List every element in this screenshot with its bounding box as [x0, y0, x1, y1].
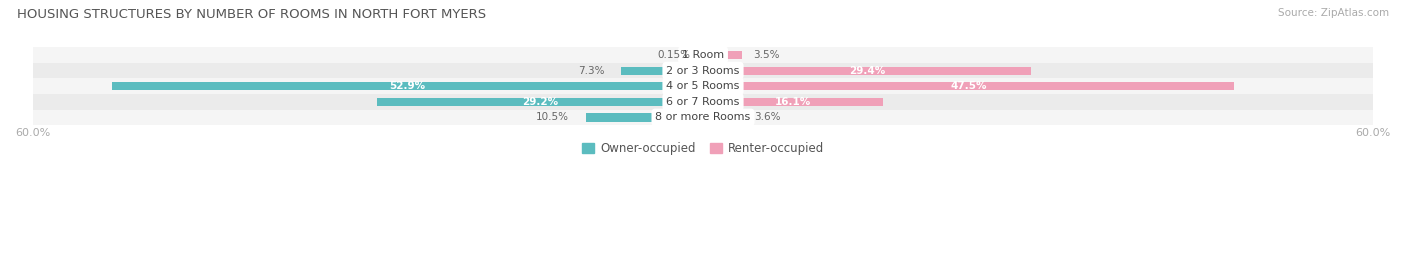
- Text: 8 or more Rooms: 8 or more Rooms: [655, 112, 751, 122]
- Text: 4 or 5 Rooms: 4 or 5 Rooms: [666, 81, 740, 91]
- Bar: [32, 94, 1374, 110]
- Bar: [621, 67, 703, 75]
- Bar: [703, 114, 744, 122]
- Bar: [32, 110, 1374, 125]
- Bar: [702, 51, 703, 59]
- Text: 16.1%: 16.1%: [775, 97, 811, 107]
- Text: 3.5%: 3.5%: [754, 50, 780, 60]
- Bar: [32, 79, 1374, 94]
- Bar: [703, 82, 1233, 90]
- Text: 29.2%: 29.2%: [522, 97, 558, 107]
- Text: 0.15%: 0.15%: [657, 50, 690, 60]
- Text: 1 Room: 1 Room: [682, 50, 724, 60]
- Bar: [703, 67, 1032, 75]
- Bar: [703, 98, 883, 106]
- Bar: [32, 63, 1374, 79]
- Text: HOUSING STRUCTURES BY NUMBER OF ROOMS IN NORTH FORT MYERS: HOUSING STRUCTURES BY NUMBER OF ROOMS IN…: [17, 8, 486, 21]
- Text: 52.9%: 52.9%: [389, 81, 426, 91]
- Text: Source: ZipAtlas.com: Source: ZipAtlas.com: [1278, 8, 1389, 18]
- Text: 3.6%: 3.6%: [755, 112, 780, 122]
- Text: 10.5%: 10.5%: [536, 112, 569, 122]
- Text: 47.5%: 47.5%: [950, 81, 987, 91]
- Bar: [32, 47, 1374, 63]
- Bar: [112, 82, 703, 90]
- Text: 2 or 3 Rooms: 2 or 3 Rooms: [666, 66, 740, 76]
- Legend: Owner-occupied, Renter-occupied: Owner-occupied, Renter-occupied: [578, 137, 828, 160]
- Text: 7.3%: 7.3%: [578, 66, 605, 76]
- Text: 29.4%: 29.4%: [849, 66, 886, 76]
- Text: 6 or 7 Rooms: 6 or 7 Rooms: [666, 97, 740, 107]
- Bar: [377, 98, 703, 106]
- Bar: [703, 51, 742, 59]
- Bar: [586, 114, 703, 122]
